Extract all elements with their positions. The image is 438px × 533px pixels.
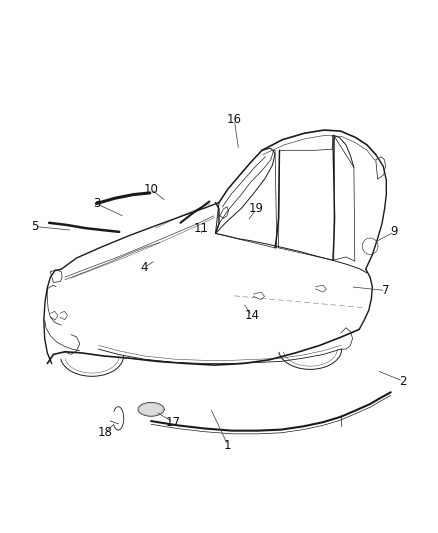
Text: 11: 11 <box>194 222 209 235</box>
Text: 4: 4 <box>141 261 148 274</box>
Text: 18: 18 <box>98 426 113 439</box>
Text: 16: 16 <box>227 114 242 126</box>
Polygon shape <box>139 403 163 416</box>
Text: 9: 9 <box>390 225 398 238</box>
Text: 2: 2 <box>399 375 407 387</box>
Text: 3: 3 <box>93 197 100 210</box>
Text: 14: 14 <box>244 309 259 322</box>
Text: 17: 17 <box>166 416 180 429</box>
Text: 1: 1 <box>224 439 232 451</box>
Text: 19: 19 <box>249 203 264 215</box>
Text: 5: 5 <box>32 220 39 233</box>
Text: 10: 10 <box>144 183 159 196</box>
Text: 7: 7 <box>381 284 389 297</box>
